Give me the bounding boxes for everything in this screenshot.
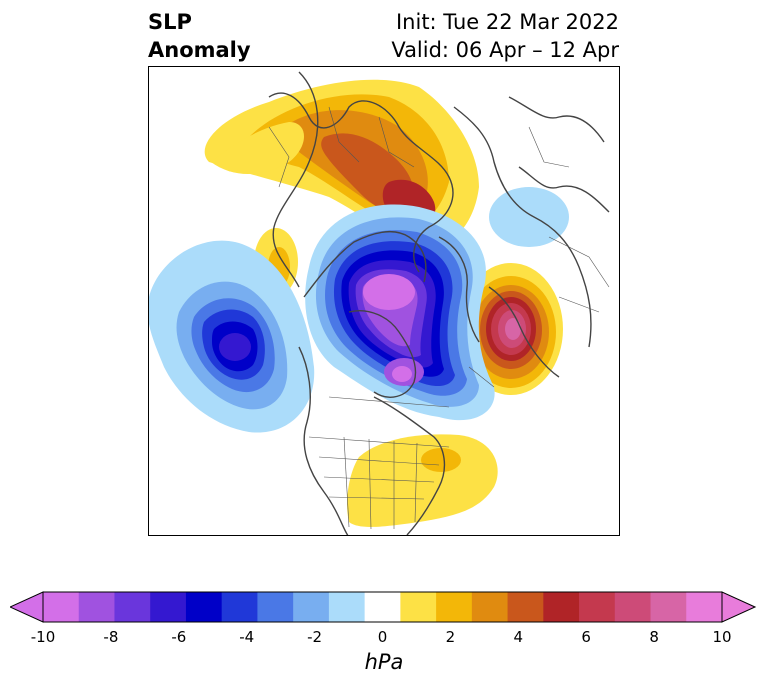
anomaly-map xyxy=(148,66,620,536)
colorbar xyxy=(10,591,757,623)
anomaly-map-svg xyxy=(149,67,619,535)
colorbar-tick-label: 6 xyxy=(581,628,591,646)
colorbar-segment xyxy=(400,592,437,622)
colorbar-tick-label: -4 xyxy=(239,628,255,646)
colorbar-segment xyxy=(221,592,258,622)
colorbar-segment xyxy=(364,592,401,622)
colorbar-tick-label: -2 xyxy=(307,628,323,646)
colorbar-segment xyxy=(114,592,151,622)
high-anomaly-western-lobe xyxy=(211,122,304,175)
colorbar-segment xyxy=(257,592,294,622)
colorbar-segment xyxy=(507,592,544,622)
colorbar-segment xyxy=(328,592,366,622)
colorbar-tick-label: -10 xyxy=(30,628,56,646)
colorbar-segment xyxy=(43,592,80,622)
colorbar-extend-high xyxy=(721,591,757,623)
colorbar-segment xyxy=(185,592,223,622)
colorbar-tick-label: 8 xyxy=(649,628,659,646)
init-date: Init: Tue 22 Mar 2022 xyxy=(395,10,619,34)
low-anomaly-gulf-of-alaska xyxy=(149,240,315,433)
political-borders xyxy=(268,106,610,530)
low-anomaly-arctic-canada xyxy=(305,204,495,421)
colorbar-segment xyxy=(543,592,580,622)
colorbar-tick-label: 2 xyxy=(445,628,456,646)
valid-period: Valid: 06 Apr – 12 Apr xyxy=(391,38,619,62)
colorbar-segment xyxy=(579,592,616,622)
colorbar-units: hPa xyxy=(364,650,404,674)
colorbar-segment xyxy=(78,592,115,622)
coastlines xyxy=(268,71,610,535)
low-anomaly-east-siberia xyxy=(489,187,569,247)
colorbar-segment xyxy=(650,592,687,622)
high-anomaly-north-atlantic xyxy=(459,263,563,395)
colorbar-segment xyxy=(614,592,652,622)
title-line-1: SLP xyxy=(148,10,192,34)
colorbar-tick-label: 4 xyxy=(513,628,524,646)
colorbar-tick-label: -8 xyxy=(103,628,119,646)
colorbar-segment xyxy=(150,592,187,622)
colorbar-segment xyxy=(436,592,473,622)
colorbar-outline xyxy=(42,591,723,623)
forecast-dates: Init: Tue 22 Mar 2022 Valid: 06 Apr – 12… xyxy=(391,8,619,64)
colorbar-tick-label: -6 xyxy=(171,628,187,646)
map-title: SLP Anomaly xyxy=(148,8,251,64)
colorbar-segments xyxy=(43,592,723,622)
high-anomaly-eastern-us xyxy=(347,434,498,527)
colorbar-tick-label: 10 xyxy=(712,628,732,646)
colorbar-segment xyxy=(293,592,330,622)
colorbar-segment xyxy=(686,592,723,622)
colorbar-segment xyxy=(471,592,509,622)
colorbar-extend-low xyxy=(10,591,44,623)
colorbar-tick-label: 0 xyxy=(377,628,388,646)
title-line-2: Anomaly xyxy=(148,38,251,62)
